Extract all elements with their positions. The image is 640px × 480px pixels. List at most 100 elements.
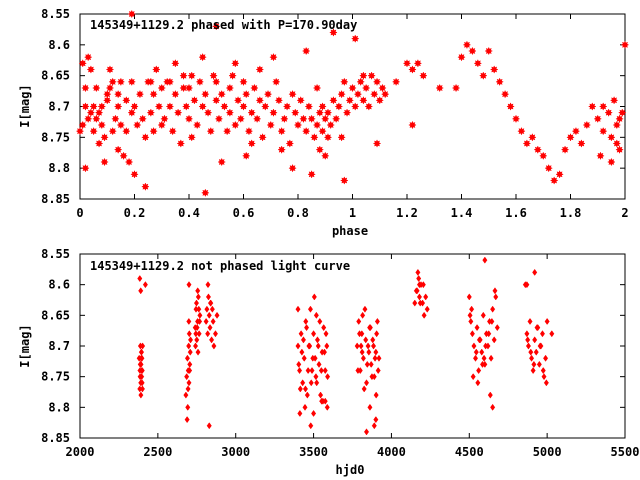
data-point — [310, 354, 316, 362]
data-point — [543, 354, 549, 362]
data-point — [124, 157, 134, 167]
data-point — [490, 403, 496, 411]
data-point — [555, 170, 564, 179]
data-point — [100, 133, 109, 142]
data-point — [539, 330, 545, 338]
data-point — [310, 133, 319, 142]
data-point — [356, 77, 365, 87]
data-point — [373, 416, 379, 424]
data-point — [524, 281, 530, 289]
data-point — [609, 96, 619, 105]
data-point — [305, 367, 311, 375]
axis-ticks: 0 0.2 0.4 0.6 0.8 1 1.2 1.4 1.6 1.8 2 8.55 8.6 8.65 8.… — [41, 7, 629, 220]
data-point — [536, 360, 542, 368]
data-point — [408, 65, 417, 74]
data-point — [307, 170, 316, 179]
data-point — [190, 96, 199, 105]
data-point — [100, 157, 109, 167]
data-point — [529, 354, 535, 362]
data-point — [261, 102, 270, 111]
data-point — [201, 188, 210, 198]
data-point — [171, 59, 180, 68]
data-point — [560, 145, 570, 154]
data-point — [103, 96, 112, 105]
data-point — [321, 151, 330, 161]
x-tick-label: 2500 — [143, 445, 172, 459]
data-point — [247, 108, 256, 117]
data-point — [108, 77, 117, 87]
data-point — [160, 114, 169, 124]
data-point — [89, 102, 98, 111]
data-point — [187, 71, 196, 80]
data-point — [615, 114, 624, 124]
data-point — [537, 342, 543, 350]
data-point — [476, 336, 482, 344]
data-point — [359, 71, 368, 80]
data-point — [367, 71, 376, 80]
data-point — [188, 336, 194, 344]
data-point — [186, 330, 192, 338]
data-point — [371, 422, 377, 430]
data-point — [205, 281, 211, 289]
y-tick-label: 8.75 — [41, 370, 70, 384]
data-point — [165, 102, 175, 111]
data-point — [541, 373, 547, 381]
y-axis-label: I[mag] — [18, 84, 32, 127]
data-point — [308, 422, 314, 430]
data-point — [152, 65, 161, 74]
data-point — [193, 342, 199, 350]
data-point — [355, 367, 361, 375]
data-point — [171, 89, 180, 99]
data-point — [356, 317, 362, 325]
data-point — [371, 342, 377, 350]
data-point — [83, 52, 93, 62]
data-point — [331, 114, 341, 124]
data-point — [222, 126, 232, 136]
data-point — [309, 367, 315, 375]
x-tick-label: 0.2 — [124, 206, 146, 220]
data-point — [416, 275, 422, 283]
data-point — [528, 348, 534, 356]
data-point — [318, 391, 324, 399]
data-point — [457, 52, 466, 62]
data-point — [195, 77, 205, 87]
data-point — [212, 330, 218, 338]
data-point — [241, 89, 251, 99]
data-point — [304, 102, 314, 111]
data-point — [81, 83, 90, 93]
data-point — [233, 96, 243, 105]
data-point — [271, 77, 281, 87]
data-point — [366, 348, 372, 356]
data-point — [416, 293, 422, 301]
data-point — [374, 330, 380, 338]
data-point — [187, 133, 196, 142]
data-point — [467, 311, 473, 319]
x-tick-label: 0.4 — [178, 206, 200, 220]
data-point — [185, 385, 191, 393]
data-point — [416, 281, 422, 289]
data-point — [337, 133, 346, 142]
y-tick-label: 8.7 — [48, 100, 70, 114]
data-point — [113, 145, 123, 154]
data-point — [364, 379, 370, 387]
data-point — [197, 311, 203, 319]
data-point — [375, 367, 381, 375]
data-point — [197, 317, 203, 325]
data-point — [139, 367, 145, 375]
x-tick-label: 5000 — [533, 445, 562, 459]
data-point — [225, 108, 235, 117]
data-point — [250, 83, 259, 93]
data-point — [274, 96, 284, 105]
data-point — [311, 293, 317, 301]
data-point — [193, 330, 199, 338]
data-point — [598, 102, 608, 111]
data-point — [214, 114, 224, 124]
x-tick-label: 1.6 — [505, 206, 527, 220]
data-point — [532, 336, 538, 344]
data-point — [358, 342, 364, 350]
data-point — [480, 311, 486, 319]
data-point — [489, 317, 495, 325]
data-point — [363, 336, 369, 344]
data-point — [479, 71, 488, 80]
data-point — [187, 360, 193, 368]
